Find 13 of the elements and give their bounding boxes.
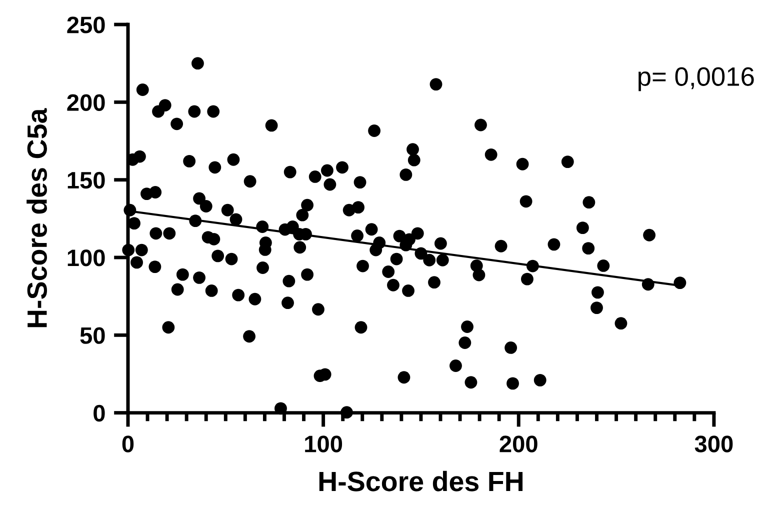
x-axis-title: H-Score des FH [319,470,523,492]
y-tick-label: 0 [94,404,105,422]
x-tick-label: 300 [694,436,733,452]
y-tick-label: 200 [67,94,105,111]
y-tick-label: 150 [68,172,105,189]
x-tick-label: 100 [305,436,342,452]
y-tick-label: 100 [68,250,105,266]
x-tick-label: 0 [122,436,134,452]
y-axis-title: H-Score des C5a [26,108,47,328]
annotation: p= 0,0016 [638,67,754,92]
x-tick-label: 200 [500,436,538,452]
y-tick-label: 250 [67,16,105,34]
y-tick-label: 50 [80,327,105,344]
